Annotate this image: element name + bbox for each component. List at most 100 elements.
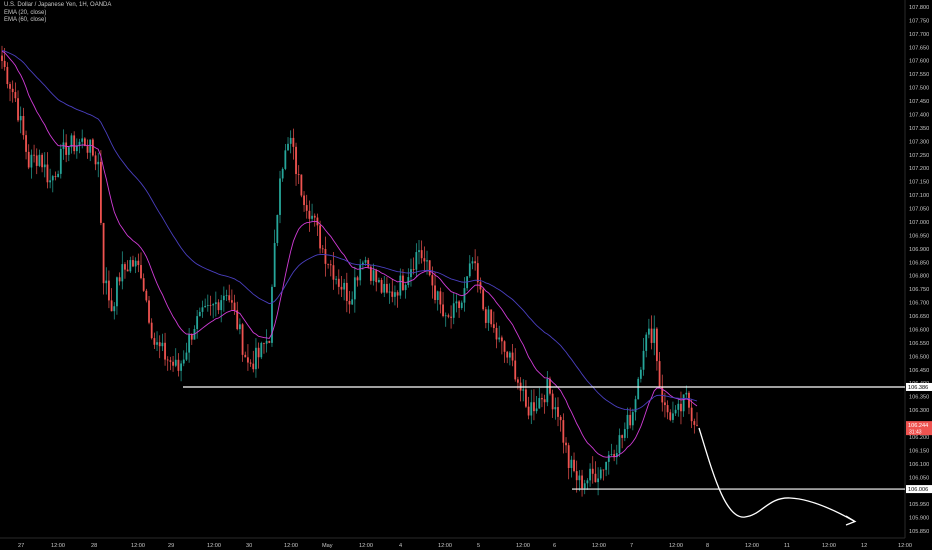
candle-body <box>145 290 148 301</box>
candle-body <box>359 264 362 281</box>
y-tick-label: 107.550 <box>909 72 929 78</box>
candle-body <box>348 300 351 305</box>
candle-body <box>276 214 279 244</box>
candle-body <box>174 359 177 366</box>
candle-body <box>91 139 94 156</box>
annotations <box>698 427 857 526</box>
x-tick-label: May <box>322 543 333 549</box>
candle-body <box>404 284 407 291</box>
candle-body <box>308 210 311 219</box>
candle-body <box>549 378 551 394</box>
candle-body <box>129 260 132 272</box>
candle-body <box>105 280 108 284</box>
candle-body <box>161 342 164 347</box>
candle-body <box>378 279 380 283</box>
candle-body <box>236 310 239 330</box>
candle-body <box>583 483 586 489</box>
current-price-label: 106.244 <box>908 423 928 429</box>
candle-body <box>70 135 73 148</box>
candle-body <box>543 399 546 403</box>
candle-body <box>102 222 105 284</box>
candle-body <box>83 138 86 147</box>
candle-body <box>137 260 140 266</box>
candle-body <box>27 151 30 168</box>
candle-body <box>388 291 391 293</box>
level-price-label: 106.386 <box>908 385 928 391</box>
candle-body <box>140 265 142 279</box>
candle-body <box>434 285 436 301</box>
chart-title: U.S. Dollar / Japanese Yen, 1H, OANDA <box>4 2 112 8</box>
candle-body <box>591 468 594 474</box>
candle-body <box>650 328 653 343</box>
candle-body <box>43 164 46 168</box>
candle-body <box>300 174 303 196</box>
candle-body <box>217 302 220 311</box>
candle-body <box>426 260 428 262</box>
candle-body <box>249 362 252 364</box>
level-price-tag <box>906 382 932 391</box>
candle-body <box>332 265 335 280</box>
candle-body <box>108 280 110 301</box>
y-tick-label: 107.200 <box>909 166 929 172</box>
candle-body <box>121 264 124 282</box>
candle-body <box>661 386 664 403</box>
x-tick-label: 12:00 <box>822 543 836 549</box>
candle-body <box>241 324 244 355</box>
candle-body <box>327 263 330 265</box>
candle-body <box>533 402 535 412</box>
candle-body <box>19 116 22 121</box>
candle-body <box>345 282 348 301</box>
candle-body <box>244 354 247 358</box>
candle-body <box>319 225 321 249</box>
candle-body <box>607 454 610 462</box>
candle-body <box>22 116 25 136</box>
indicator-ema20-label: EMA (20, close) <box>4 9 47 16</box>
candle-body <box>172 361 174 366</box>
y-tick-label: 106.100 <box>909 462 929 468</box>
candle-body <box>11 88 14 93</box>
candle-body <box>182 359 185 364</box>
candle-body <box>530 402 533 416</box>
candle-body <box>281 168 284 179</box>
candle-body <box>153 338 156 345</box>
candle-body <box>54 176 57 177</box>
candle-body <box>535 408 538 412</box>
y-tick-label: 106.500 <box>909 354 929 360</box>
candle-body <box>559 416 562 421</box>
candle-body <box>353 277 356 300</box>
candle-body <box>287 143 289 151</box>
candle-body <box>38 154 41 166</box>
candle-body <box>220 300 223 311</box>
candle-body <box>303 195 305 206</box>
candle-body <box>487 309 490 323</box>
x-tick-label: 12:00 <box>131 543 145 549</box>
x-tick-label: 12 <box>861 543 867 549</box>
candle-body <box>442 304 444 317</box>
candle-body <box>418 250 420 253</box>
candle-body <box>690 407 693 422</box>
candle-body <box>664 402 666 406</box>
y-tick-label: 106.900 <box>909 247 929 253</box>
candle-body <box>340 286 343 290</box>
x-tick-label: 8 <box>706 543 709 549</box>
candle-body <box>351 299 354 305</box>
candle-body <box>75 145 78 152</box>
candle-body <box>551 393 554 410</box>
candle-body <box>49 180 52 183</box>
candle-body <box>177 359 180 371</box>
candle-body <box>369 266 372 281</box>
y-tick-label: 106.350 <box>909 395 929 401</box>
candle-body <box>97 161 100 165</box>
candle-body <box>597 478 599 483</box>
candle-body <box>682 394 685 412</box>
candle-body <box>615 453 618 458</box>
candle-body <box>57 173 60 177</box>
candle-body <box>228 295 231 301</box>
candle-body <box>562 420 565 443</box>
candle-body <box>295 146 297 175</box>
candle-body <box>471 261 474 264</box>
candle-body <box>86 146 89 153</box>
candle-body <box>257 347 260 358</box>
